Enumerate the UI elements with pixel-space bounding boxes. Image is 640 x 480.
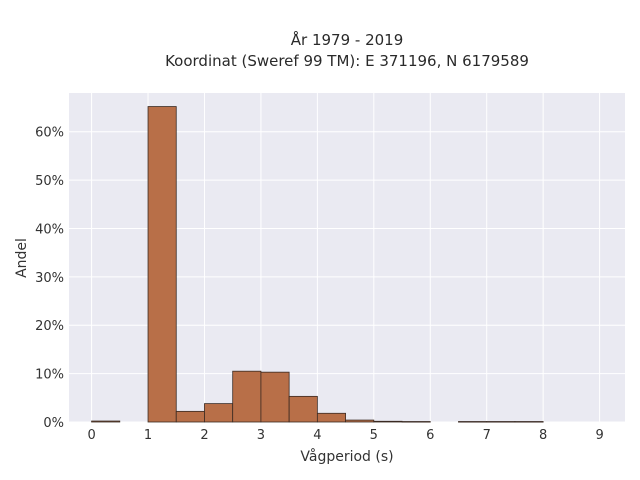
x-tick-label: 9 — [595, 428, 603, 443]
histogram-bar — [147, 106, 177, 423]
y-tick-label: 50% — [35, 174, 64, 189]
y-tick-label: 40% — [35, 222, 64, 237]
histogram-bar — [486, 421, 516, 423]
histogram-bar — [345, 419, 375, 423]
x-tick-label: 3 — [257, 428, 265, 443]
x-tick-label: 5 — [370, 428, 378, 443]
histogram-bar — [260, 371, 290, 423]
y-axis-label: Andel — [14, 238, 30, 278]
y-tick-label: 30% — [35, 271, 64, 286]
y-tick-label: 60% — [35, 126, 64, 141]
x-tick-label: 7 — [483, 428, 491, 443]
x-tick-label: 4 — [313, 428, 321, 443]
y-tick-label: 0% — [43, 416, 64, 431]
histogram-bar — [232, 370, 262, 423]
histogram-bar — [401, 421, 431, 423]
histogram-bar — [175, 410, 205, 423]
x-tick-label: 0 — [87, 428, 95, 443]
chart-title-line-1: År 1979 - 2019 — [291, 30, 404, 49]
x-tick-label: 1 — [144, 428, 152, 443]
x-tick-label: 2 — [200, 428, 208, 443]
histogram-bar — [373, 420, 403, 423]
x-axis-ticks: 0 1 2 3 4 5 6 7 8 9 — [87, 428, 603, 443]
histogram-bar — [514, 421, 544, 423]
y-tick-label: 10% — [35, 368, 64, 383]
bars — [91, 106, 544, 423]
y-tick-label: 20% — [35, 319, 64, 334]
y-axis-ticks: 0% 10% 20% 30% 40% 50% 60% — [35, 126, 64, 431]
histogram-bar — [91, 420, 121, 423]
histogram-bar — [204, 403, 234, 423]
histogram-bar — [288, 395, 318, 423]
histogram-bar — [316, 412, 346, 423]
x-tick-label: 6 — [426, 428, 434, 443]
chart-title-line-2: Koordinat (Sweref 99 TM): E 371196, N 61… — [165, 52, 529, 70]
x-axis-label: Vågperiod (s) — [300, 448, 393, 465]
histogram-bar — [458, 421, 488, 423]
x-tick-label: 8 — [539, 428, 547, 443]
